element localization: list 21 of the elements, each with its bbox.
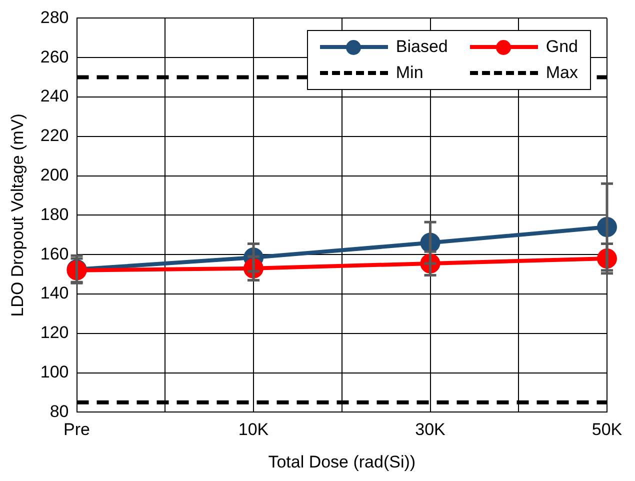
x-tick-label: Pre	[64, 420, 90, 440]
y-tick-label: 220	[40, 126, 69, 146]
x-tick-label: 10K	[238, 420, 270, 440]
x-axis-title: Total Dose (rad(Si))	[268, 452, 416, 472]
legend-label: Biased	[396, 37, 448, 58]
x-tick-label: 30K	[415, 420, 446, 440]
y-axis-title: LDO Dropout Voltage (mV)	[8, 114, 27, 317]
y-tick-label: 120	[40, 323, 69, 342]
y-tick-label: 260	[40, 47, 69, 66]
y-tick-label: 240	[40, 86, 69, 106]
y-tick-label: 100	[40, 362, 69, 382]
ref-line-label: Max	[546, 63, 578, 84]
y-tick-label: 80	[50, 402, 69, 421]
legend-label: Gnd	[546, 37, 578, 58]
y-tick-label: 200	[40, 165, 69, 184]
y-tick-label: 180	[40, 204, 69, 224]
legend-label: Min	[396, 63, 424, 84]
y-tick-label: 140	[40, 284, 69, 303]
x-tick-label: 50K	[592, 420, 623, 440]
y-tick-label: 160	[40, 244, 69, 264]
y-tick-label: 280	[40, 8, 69, 27]
